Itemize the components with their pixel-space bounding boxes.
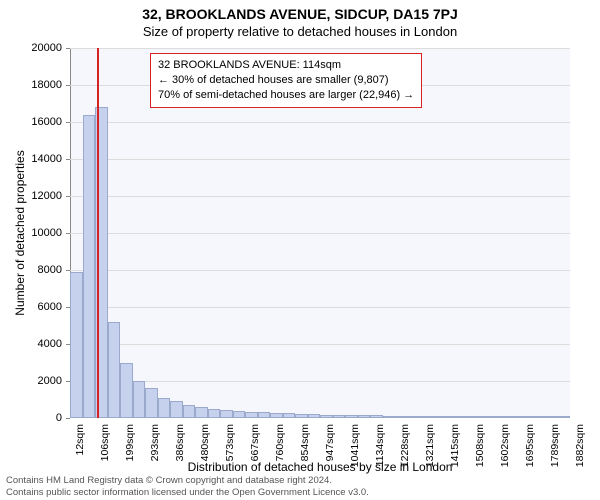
page-title: 32, BROOKLANDS AVENUE, SIDCUP, DA15 7PJ (0, 6, 600, 22)
xtick-label: 293sqm (149, 424, 161, 461)
chart-area: 32 BROOKLANDS AVENUE: 114sqm ← 30% of de… (70, 48, 570, 418)
footer: Contains HM Land Registry data © Crown c… (6, 475, 369, 498)
xtick-label: 1882sqm (574, 424, 586, 467)
footer-line-1: Contains HM Land Registry data © Crown c… (6, 475, 369, 486)
ytick-label: 20000 (12, 42, 62, 54)
xtick-label: 480sqm (199, 424, 211, 461)
annotation-line-1: 32 BROOKLANDS AVENUE: 114sqm (158, 58, 414, 73)
histogram-bar (145, 388, 158, 418)
histogram-bar (320, 415, 333, 418)
chart-container: 32, BROOKLANDS AVENUE, SIDCUP, DA15 7PJ … (0, 0, 600, 500)
histogram-bar (195, 407, 208, 418)
histogram-bar (508, 416, 521, 418)
ytick-label: 0 (12, 412, 62, 424)
histogram-bar (208, 409, 221, 418)
histogram-bar (345, 415, 358, 418)
histogram-bar (283, 413, 296, 418)
histogram-bar (158, 398, 171, 418)
histogram-bar (495, 416, 508, 418)
ytick-label: 12000 (12, 190, 62, 202)
xtick-label: 947sqm (324, 424, 336, 461)
xtick-label: 854sqm (299, 424, 311, 461)
ytick-label: 14000 (12, 153, 62, 165)
annotation-line-2: ← 30% of detached houses are smaller (9,… (158, 73, 414, 88)
annotation-box: 32 BROOKLANDS AVENUE: 114sqm ← 30% of de… (150, 53, 422, 108)
histogram-bar (445, 416, 458, 418)
xtick-label: 199sqm (124, 424, 136, 461)
histogram-bar (333, 415, 346, 418)
histogram-bar (70, 272, 83, 418)
histogram-bar (83, 115, 96, 418)
ytick-label: 10000 (12, 227, 62, 239)
ytick-label: 16000 (12, 116, 62, 128)
ytick-mark (66, 418, 70, 419)
histogram-bar (545, 416, 558, 418)
histogram-bar (183, 405, 196, 418)
histogram-bar (533, 416, 546, 418)
histogram-bar (458, 416, 471, 418)
histogram-bar (483, 416, 496, 418)
histogram-bar (558, 416, 571, 418)
histogram-bar (295, 414, 308, 418)
histogram-bar (258, 412, 271, 418)
ytick-label: 8000 (12, 264, 62, 276)
histogram-bar (520, 416, 533, 418)
ytick-label: 2000 (12, 375, 62, 387)
histogram-bar (108, 322, 121, 418)
histogram-bar (270, 413, 283, 418)
histogram-bar (308, 414, 321, 418)
histogram-bar (370, 415, 383, 418)
x-axis-label: Distribution of detached houses by size … (70, 460, 570, 474)
histogram-bar (470, 416, 483, 418)
histogram-bar (133, 381, 146, 418)
histogram-bar (220, 410, 233, 418)
xtick-label: 386sqm (174, 424, 186, 461)
ytick-label: 6000 (12, 301, 62, 313)
xtick-label: 760sqm (274, 424, 286, 461)
highlight-line (97, 48, 99, 418)
page-subtitle: Size of property relative to detached ho… (0, 24, 600, 39)
histogram-bar (383, 416, 396, 418)
footer-line-2: Contains public sector information licen… (6, 487, 369, 498)
ytick-label: 18000 (12, 79, 62, 91)
histogram-bar (358, 415, 371, 418)
histogram-bar (170, 401, 183, 418)
xtick-label: 573sqm (224, 424, 236, 461)
histogram-bar (433, 416, 446, 418)
histogram-bar (395, 416, 408, 418)
xtick-label: 667sqm (249, 424, 261, 461)
histogram-bar (120, 363, 133, 419)
histogram-bar (245, 412, 258, 418)
ytick-label: 4000 (12, 338, 62, 350)
histogram-bar (233, 411, 246, 418)
xtick-label: 12sqm (74, 424, 86, 456)
histogram-bar (408, 416, 421, 418)
histogram-bar (420, 416, 433, 418)
xtick-label: 106sqm (99, 424, 111, 461)
annotation-line-3: 70% of semi-detached houses are larger (… (158, 88, 414, 103)
